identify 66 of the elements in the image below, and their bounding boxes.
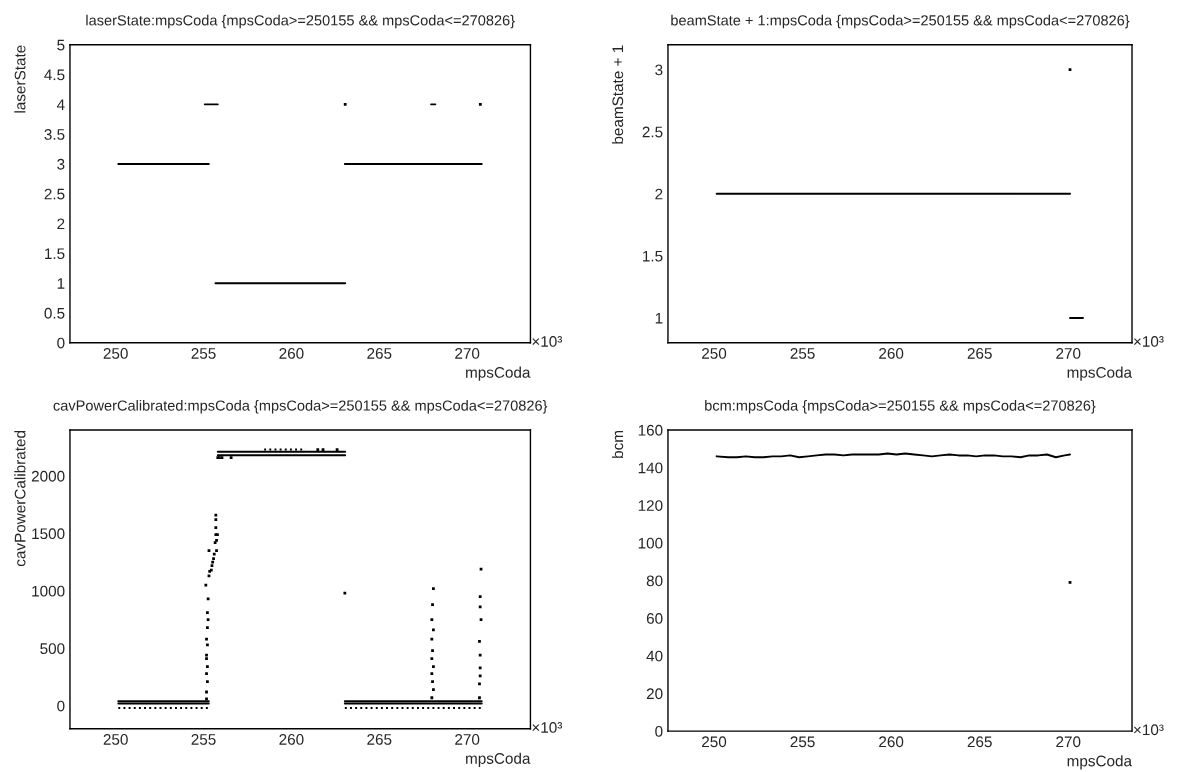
x-axis-title: mpsCoda [1067, 755, 1133, 770]
y-tick-label: 100 [638, 537, 663, 549]
text: ×10³ [532, 722, 563, 733]
y-tick-label: 3 [655, 64, 663, 76]
chart-title: laserState:mpsCoda {mpsCoda>=250155 && mpsCoda<=270826} [86, 14, 515, 29]
text: ×10³ [1134, 336, 1164, 347]
y-tick-label: 1.5 [643, 250, 663, 262]
text: ×10³ [1134, 724, 1164, 736]
y-axis-title: bcm [611, 431, 624, 458]
x-tick-label: 255 [191, 348, 216, 359]
y-tick-label: 1500 [32, 528, 65, 540]
x-tick-label: 265 [367, 734, 392, 745]
x-axis-title: mpsCoda [466, 752, 531, 767]
y-tick-label: 2.5 [642, 126, 663, 138]
x-axis-title: mpsCoda [1067, 366, 1133, 381]
y-tick-label: 4 [56, 99, 65, 110]
y-axis-title: laserState [14, 45, 26, 113]
y-tick-label: 0 [57, 337, 65, 349]
y-tick-label: 5 [57, 39, 65, 51]
y-tick-label: 60 [646, 613, 663, 624]
chart-title: cavPowerCalibrated:mpsCoda {mpsCoda>=250155 && mpsCoda<=270826} [53, 399, 548, 414]
x-tick-label: 250 [103, 734, 128, 745]
chart-title: bcm:mpsCoda {mpsCoda>=250155 && mpsCoda<=270826} [705, 399, 1096, 414]
y-tick-label: 3.5 [44, 129, 65, 140]
y-tick-label: 160 [638, 424, 663, 436]
x-tick-label: 270 [1056, 348, 1081, 359]
x-tick-label: 250 [702, 348, 727, 359]
x-tick-label: 265 [967, 348, 992, 359]
y-tick-label: 1 [57, 278, 65, 289]
y-tick-label: 2000 [31, 470, 65, 482]
y-axis-title: cavPowerCalibrated [14, 430, 26, 567]
y-tick-label: 2 [655, 188, 663, 200]
y-tick-label: 40 [646, 650, 663, 662]
y-tick-label: 80 [646, 575, 663, 587]
y-tick-label: 2 [57, 218, 65, 230]
x-axis-title: mpsCoda [466, 366, 531, 381]
y-tick-label: 1000 [32, 585, 65, 597]
y-tick-label: 2.5 [44, 188, 65, 200]
text: ×10³ [532, 336, 563, 347]
x-tick-label: 270 [1056, 736, 1081, 748]
y-axis-title: beamState + 1 [611, 45, 624, 144]
y-tick-label: 3 [57, 158, 65, 170]
y-tick-label: 1 [655, 312, 663, 324]
y-tick-label: 0 [655, 725, 663, 737]
x-tick-label: 260 [879, 736, 904, 748]
y-tick-label: 4.5 [44, 69, 65, 81]
x-tick-label: 260 [879, 348, 904, 359]
x-tick-label: 255 [790, 348, 815, 359]
y-tick-label: 0 [57, 700, 65, 712]
chart-title: beamState + 1:mpsCoda {mpsCoda>=250155 && mpsCoda<=270826} [671, 14, 1130, 29]
y-tick-label: 140 [638, 462, 663, 474]
y-tick-label: 20 [646, 688, 663, 700]
x-tick-label: 250 [702, 736, 727, 748]
x-tick-label: 270 [455, 734, 480, 745]
x-tick-label: 265 [967, 736, 992, 748]
y-tick-label: 1.5 [45, 248, 65, 260]
x-tick-label: 255 [790, 736, 815, 748]
y-tick-label: 500 [40, 643, 65, 655]
y-tick-label: 120 [638, 500, 663, 511]
x-tick-label: 255 [191, 734, 216, 745]
x-tick-label: 260 [279, 348, 304, 359]
x-tick-label: 270 [455, 348, 480, 359]
x-tick-label: 260 [279, 734, 304, 745]
x-tick-label: 250 [103, 348, 128, 359]
y-tick-label: 0.5 [44, 307, 65, 319]
x-tick-label: 265 [367, 348, 392, 359]
